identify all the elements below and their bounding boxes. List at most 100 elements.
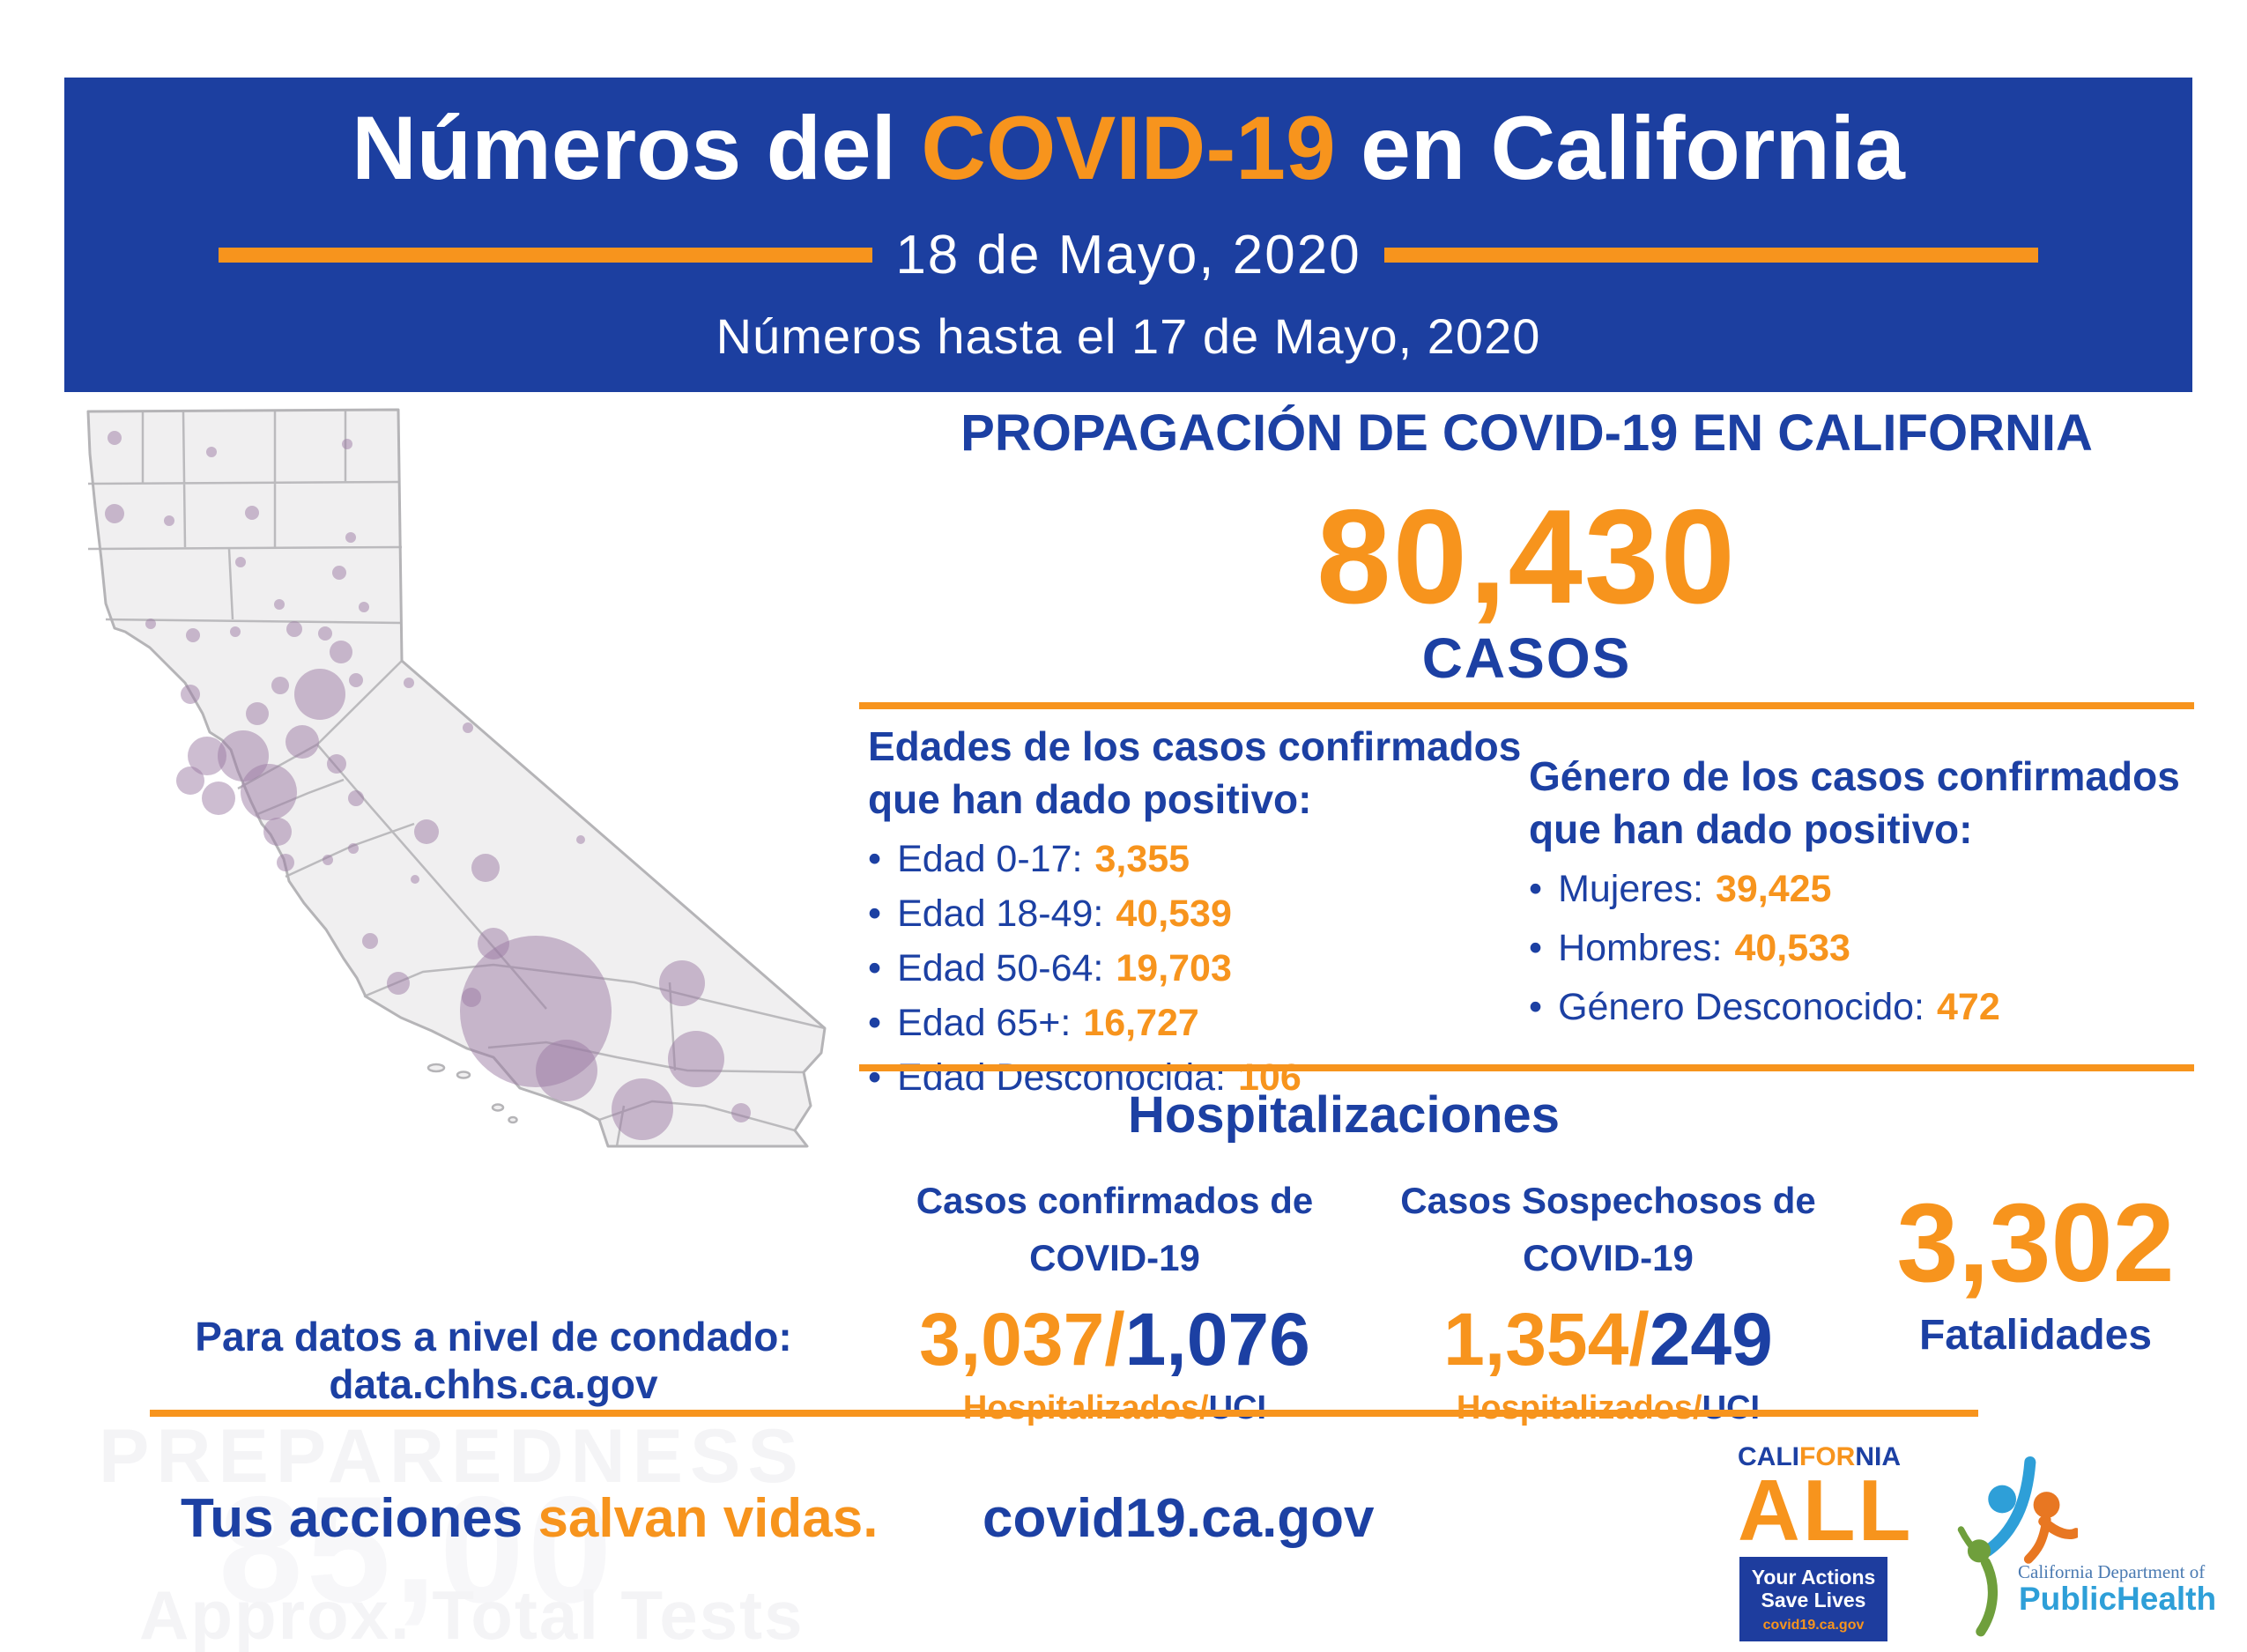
ages-title-line2: que han dado positivo: bbox=[868, 775, 1312, 822]
total-cases-value: 80,430 bbox=[1316, 482, 1737, 632]
divider-top bbox=[859, 702, 2194, 709]
bullet-icon: • bbox=[1529, 926, 1543, 969]
county-case-bubble bbox=[145, 619, 156, 629]
county-case-bubble bbox=[404, 678, 414, 688]
county-case-bubble bbox=[274, 599, 285, 610]
county-data-note-line1: Para datos a nivel de condado: bbox=[195, 1314, 792, 1359]
gender-label: Género Desconocido: bbox=[1558, 985, 1924, 1028]
suspected-label: Casos Sospechosos de COVID-19 bbox=[1361, 1172, 1855, 1286]
county-case-bubble bbox=[342, 439, 352, 449]
bullet-icon: • bbox=[1529, 867, 1543, 910]
report-date: 18 de Mayo, 2020 bbox=[895, 225, 1361, 286]
age-value: 3,355 bbox=[1094, 837, 1190, 880]
county-case-bubble bbox=[206, 447, 217, 457]
age-value: 40,539 bbox=[1116, 892, 1232, 935]
gender-label: Hombres: bbox=[1558, 926, 1723, 969]
county-case-bubble bbox=[332, 566, 346, 580]
divider-bottom bbox=[150, 1410, 1978, 1417]
county-case-bubble bbox=[536, 1040, 597, 1101]
list-item: • Edad 65+: 16,727 bbox=[868, 1004, 1524, 1042]
gender-label: Mujeres: bbox=[1558, 867, 1703, 910]
bullet-icon: • bbox=[868, 837, 882, 880]
county-data-url: data.chhs.ca.gov bbox=[329, 1361, 658, 1408]
county-case-bubble bbox=[463, 722, 473, 733]
county-case-bubble bbox=[612, 1078, 673, 1140]
county-case-bubble bbox=[318, 626, 332, 641]
california-all-all: ALL bbox=[1738, 1462, 1914, 1559]
fatalities-value: 3,302 bbox=[1896, 1181, 2175, 1305]
gender-section-title: Género de los casos confirmados que han … bbox=[1529, 751, 2199, 856]
age-value: 16,727 bbox=[1083, 1001, 1199, 1044]
date-rule-left bbox=[219, 248, 873, 263]
watermark-total-tests: Approx. Total Tests bbox=[139, 1576, 805, 1652]
county-case-bubble bbox=[164, 515, 174, 526]
title-pre: Números del bbox=[352, 98, 922, 198]
total-cases-label: CASOS bbox=[1421, 626, 1632, 690]
cdph-department-text: California Department of bbox=[2018, 1561, 2206, 1582]
county-case-bubble bbox=[188, 737, 226, 775]
county-case-bubble bbox=[241, 764, 297, 820]
confirmed-label-line2: COVID-19 bbox=[1029, 1237, 1200, 1279]
gender-list: • Mujeres: 39,425 • Hombres: 40,533 • Género … bbox=[1529, 870, 2199, 1026]
county-borders bbox=[87, 410, 826, 1147]
title-post: en California bbox=[1335, 98, 1905, 198]
county-case-bubble bbox=[471, 854, 500, 882]
data-as-of-subtitle: Números hasta el 17 de Mayo, 2020 bbox=[716, 308, 1541, 365]
your-actions-save-lives-box: Your Actions Save Lives covid19.ca.gov bbox=[1739, 1557, 1887, 1642]
bullet-icon: • bbox=[868, 892, 882, 935]
age-label: Edad 0-17: bbox=[897, 837, 1083, 880]
list-item: • Edad 50-64: 19,703 bbox=[868, 949, 1524, 988]
ages-section: Edades de los casos confirmados que han … bbox=[868, 721, 1524, 1114]
confirmed-label: Casos confirmados de COVID-19 bbox=[868, 1172, 1361, 1286]
wordmark-cali: CALI bbox=[1738, 1442, 1799, 1471]
confirmed-value: 3,037/1,076 bbox=[868, 1297, 1361, 1382]
county-case-bubble bbox=[202, 782, 235, 815]
suspected-value: 1,354/249 bbox=[1361, 1297, 1855, 1382]
ages-section-title: Edades de los casos confirmados que han … bbox=[868, 721, 1524, 826]
box-site-url: covid19.ca.gov bbox=[1762, 1617, 1865, 1633]
california-map-svg bbox=[86, 408, 827, 1148]
county-case-bubble bbox=[359, 602, 369, 612]
footer-message: Tus acciones salvan vidas. bbox=[181, 1487, 878, 1550]
confirmed-hospitalized-value: 3,037/ bbox=[919, 1298, 1125, 1382]
list-item: • Edad 0-17: 3,355 bbox=[868, 837, 1524, 880]
county-case-bubble bbox=[345, 532, 356, 543]
county-case-bubble bbox=[186, 628, 200, 642]
county-case-bubble bbox=[286, 725, 319, 759]
confirmed-label-line1: Casos confirmados de bbox=[916, 1180, 1314, 1221]
list-item: • Hombres: 40,533 bbox=[1529, 926, 2199, 969]
county-case-bubble bbox=[348, 843, 359, 854]
date-rule-right bbox=[1383, 248, 2038, 263]
county-case-bubble bbox=[576, 835, 585, 844]
county-case-bubble bbox=[108, 431, 122, 445]
case-bubbles bbox=[105, 431, 751, 1140]
spread-section-title: PROPAGACIÓN DE COVID-19 EN CALIFORNIA bbox=[960, 404, 2093, 462]
california-all-wordmark: CALIFORNIA bbox=[1738, 1442, 1901, 1472]
suspected-hospitalizations: Casos Sospechosos de COVID-19 1,354/249 … bbox=[1361, 1172, 1855, 1427]
county-case-bubble bbox=[411, 875, 419, 884]
county-case-bubble bbox=[277, 854, 294, 871]
gender-title-line1: Género de los casos confirmados bbox=[1529, 753, 2180, 799]
channel-islands bbox=[426, 1063, 518, 1124]
county-case-bubble bbox=[349, 673, 363, 687]
county-case-bubble bbox=[659, 960, 705, 1006]
county-case-bubble bbox=[731, 1103, 751, 1122]
gender-section: Género de los casos confirmados que han … bbox=[1529, 751, 2199, 1048]
county-case-bubble bbox=[668, 1031, 724, 1087]
list-item: • Edad 18-49: 40,539 bbox=[868, 892, 1524, 935]
suspected-hospitalized-value: 1,354/ bbox=[1443, 1298, 1650, 1382]
date-line: 18 de Mayo, 2020 bbox=[219, 224, 2038, 286]
watermark-preparedness: PREPAREDNESS bbox=[99, 1414, 805, 1499]
county-case-bubble bbox=[176, 767, 204, 795]
gender-value: 39,425 bbox=[1715, 867, 1832, 910]
county-case-bubble bbox=[181, 685, 200, 704]
county-case-bubble bbox=[387, 972, 410, 995]
list-item: • Mujeres: 39,425 bbox=[1529, 870, 2199, 908]
county-case-bubble bbox=[294, 669, 345, 720]
county-case-bubble bbox=[330, 641, 352, 663]
confirmed-icu-value: 1,076 bbox=[1124, 1298, 1310, 1382]
suspected-sublabel: Hospitalizados/UCI bbox=[1361, 1389, 1855, 1427]
confirmed-hospitalizations: Casos confirmados de COVID-19 3,037/1,07… bbox=[868, 1172, 1361, 1427]
county-case-bubble bbox=[362, 933, 378, 949]
